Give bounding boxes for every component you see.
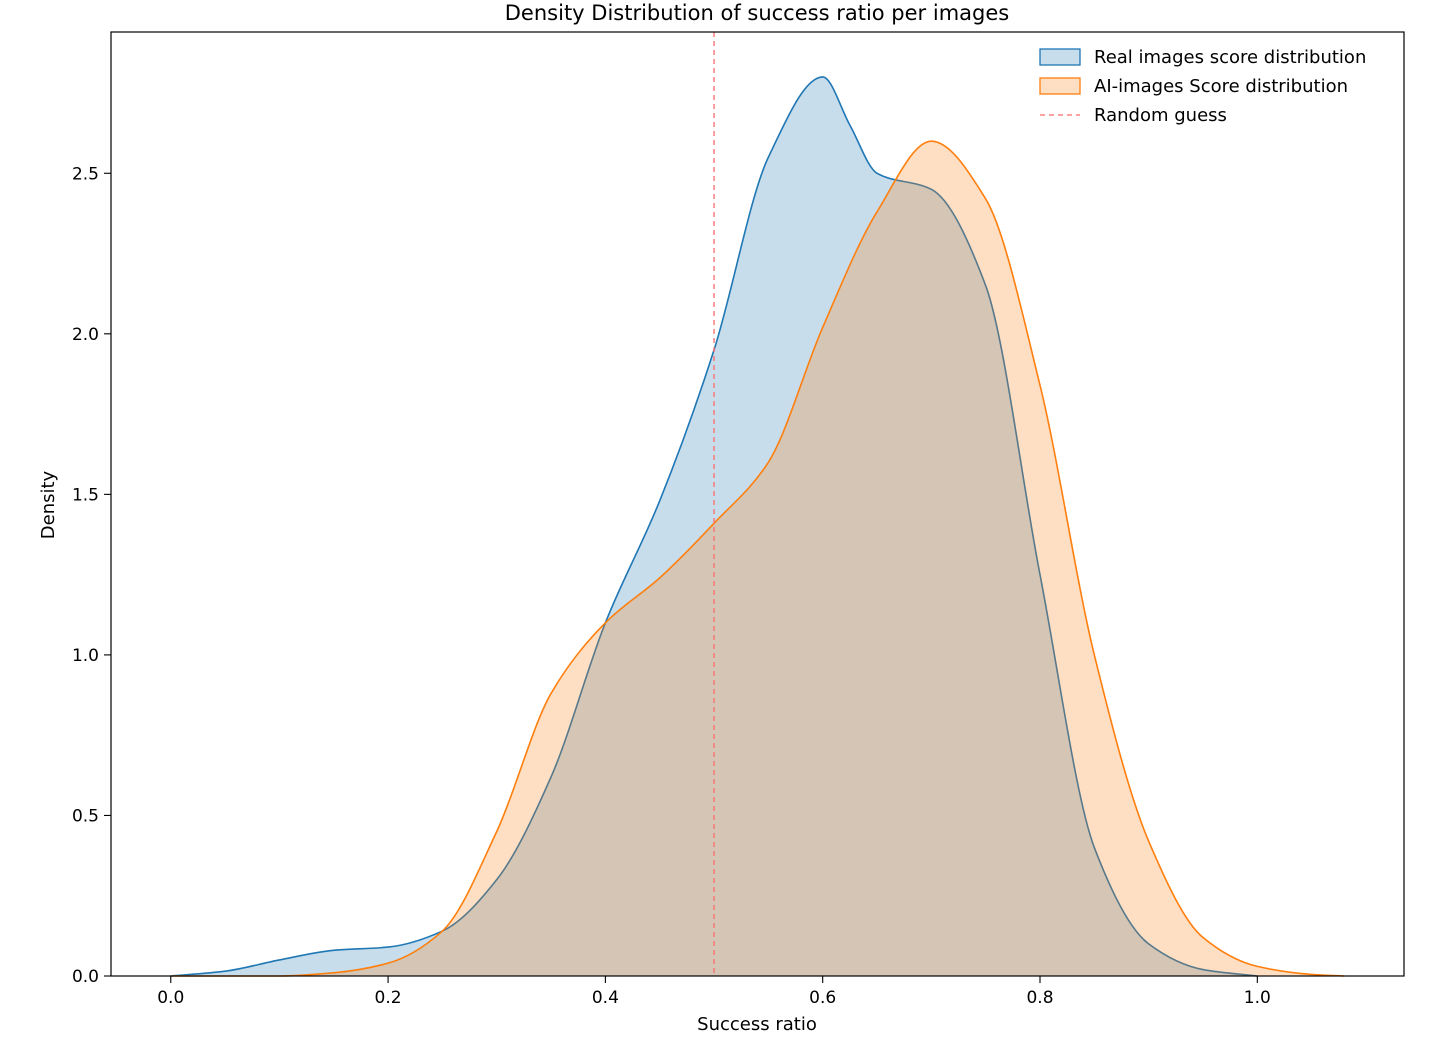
series-layer — [170, 76, 1345, 977]
x-tick-label: 0.8 — [1026, 988, 1053, 1008]
y-tick-label: 1.5 — [72, 485, 99, 505]
y-tick-label: 0.5 — [72, 806, 99, 826]
x-tick-label: 0.6 — [809, 988, 836, 1008]
legend: Real images score distribution AI-images… — [1039, 47, 1366, 126]
x-axis-label: Success ratio — [697, 1014, 817, 1035]
y-tick-label: 2.0 — [72, 325, 99, 345]
y-axis-ticks: 0.0 0.5 1.0 1.5 2.0 2.5 — [72, 164, 111, 987]
y-tick-label: 2.5 — [72, 164, 99, 184]
y-tick-label: 1.0 — [72, 646, 99, 666]
x-tick-label: 0.2 — [375, 988, 402, 1008]
density-fill-ai — [170, 141, 1345, 977]
x-axis-ticks: 0.0 0.2 0.4 0.6 0.8 1.0 — [157, 976, 1271, 1008]
y-axis-label: Density — [38, 470, 59, 539]
legend-swatch-real — [1039, 48, 1081, 66]
legend-label-real: Real images score distribution — [1094, 47, 1366, 68]
legend-swatch-ai — [1039, 77, 1081, 95]
x-tick-label: 0.4 — [592, 988, 619, 1008]
y-tick-label: 0.0 — [72, 967, 99, 987]
density-curve-real — [170, 76, 1258, 977]
chart-title: Density Distribution of success ratio pe… — [505, 1, 1009, 25]
density-curve-ai — [170, 140, 1345, 977]
plot-area — [110, 31, 1405, 977]
density-fill-real — [170, 76, 1258, 976]
legend-label-random-guess: Random guess — [1094, 105, 1227, 126]
legend-label-ai: AI-images Score distribution — [1094, 76, 1348, 97]
x-tick-label: 0.0 — [157, 988, 184, 1008]
plot-frame — [110, 31, 1405, 977]
x-tick-label: 1.0 — [1244, 988, 1271, 1008]
